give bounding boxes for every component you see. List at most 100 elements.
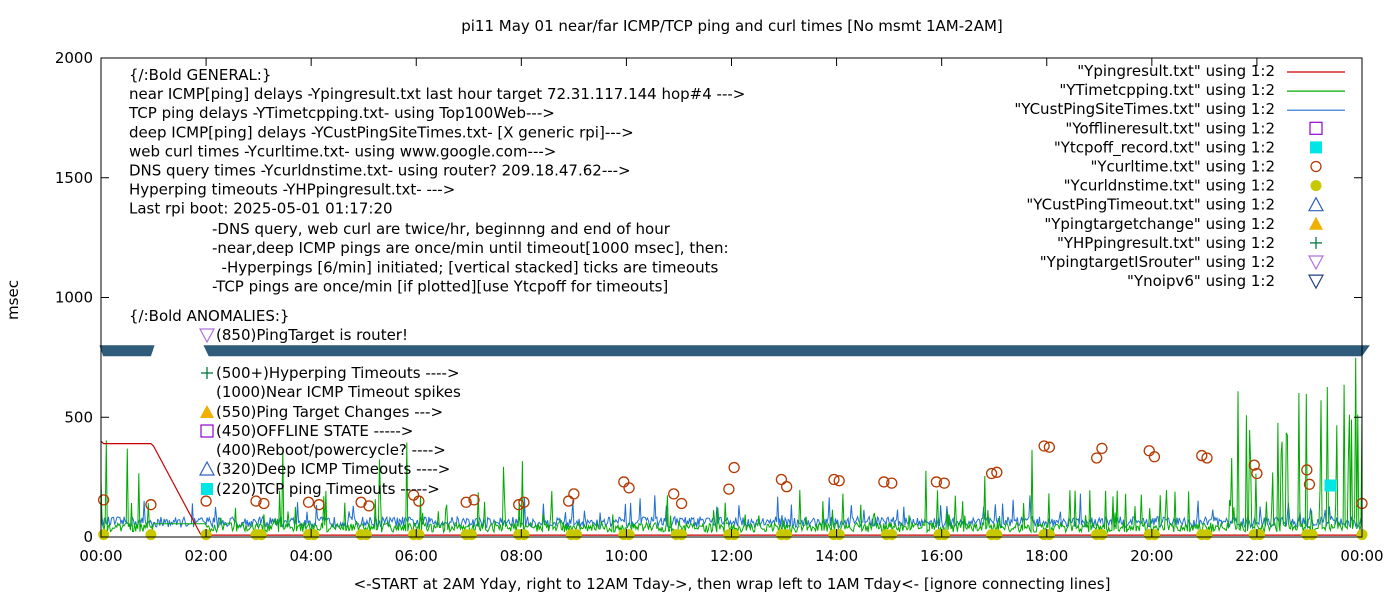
x-tick-label: 10:00: [605, 547, 648, 565]
dns-point: [676, 529, 688, 541]
legend-marker: [1310, 141, 1322, 154]
dns-point: [1254, 529, 1266, 541]
annotation-anomalies-title: {/:Bold ANOMALIES:}: [129, 307, 289, 325]
annotation-anomaly-line: (400)Reboot/powercycle? ---->: [216, 441, 446, 459]
curl-point: [1096, 442, 1108, 455]
curl-point: [1248, 459, 1260, 471]
legend-marker: [1310, 160, 1322, 173]
x-tick-label: 00:00: [1340, 547, 1383, 565]
x-tick-label: 04:00: [290, 547, 333, 565]
y-tick-label: 1500: [55, 169, 93, 187]
annotation-note-line: -Hyperpings [6/min] initiated; [vertical…: [212, 258, 718, 276]
dns-point: [145, 529, 157, 541]
curl-point: [833, 475, 845, 487]
annotation-anomaly-line: (450)OFFLINE STATE ----->: [216, 422, 413, 440]
x-axis-label: <-START at 2AM Yday, right to 12AM Tday-…: [354, 575, 1111, 593]
curl-point: [518, 496, 530, 508]
legend-marker: [1310, 236, 1322, 249]
annotation-anomaly-line: (500+)Hyperping Timeouts ---->: [216, 364, 460, 382]
dns-point: [623, 529, 635, 541]
x-tick-label: 12:00: [710, 547, 753, 565]
annotation-anomaly-line: (550)Ping Target Changes --->: [216, 403, 443, 421]
annotation-general-line: TCP ping delays -YTimetcpping.txt- using…: [128, 104, 555, 122]
hyperping-timeout-band-early: [99, 345, 155, 357]
x-tick-label: 16:00: [920, 547, 963, 565]
curl-point: [1091, 452, 1103, 464]
curl-point: [1251, 467, 1263, 480]
curl-point: [618, 476, 630, 488]
dns-point: [1306, 529, 1318, 541]
dns-point: [571, 529, 583, 541]
x-tick-label: 06:00: [395, 547, 438, 565]
dns-point: [886, 529, 898, 541]
curl-point: [675, 497, 688, 510]
x-tick-label: 08:00: [500, 547, 543, 565]
dns-point: [833, 529, 845, 541]
annotation-anomaly-line: (1000)Near ICMP Timeout spikes: [216, 383, 461, 401]
legend-marker: [1307, 255, 1325, 271]
curl-point: [1038, 440, 1050, 452]
dns-point: [360, 529, 372, 541]
curl-point: [363, 500, 375, 512]
dns-point: [98, 529, 110, 541]
dns-point: [518, 529, 530, 541]
y-tick-label: 1000: [55, 289, 93, 307]
annotation-note-line: -near,deep ICMP pings are once/min until…: [212, 239, 729, 257]
curl-point: [313, 499, 325, 511]
anomaly-marker: [200, 405, 214, 418]
annotation-note-line: -TCP pings are once/min [if plotted][use…: [212, 278, 668, 296]
annotation-anomaly-line: (220)TCP ping Timeouts ----->: [216, 480, 440, 498]
curl-point: [985, 467, 998, 480]
anomaly-marker: [198, 328, 216, 344]
dns-point: [781, 529, 793, 541]
tcp-timeout-point: [1324, 479, 1337, 492]
x-tick-label: 22:00: [1235, 547, 1278, 565]
curl-point: [468, 494, 480, 506]
plot-area: 0 500 1000 1500 2000 00:00 02:00 04:00 06:00 08:0…: [55, 49, 1384, 565]
curl-point: [258, 497, 270, 510]
chart-title: pi11 May 01 near/far ICMP/TCP ping and c…: [461, 17, 1003, 35]
annotation-general-line: DNS query times -Ycurldnstime.txt- using…: [129, 162, 631, 180]
anomaly-marker: [200, 424, 214, 438]
anomaly-marker: [201, 367, 213, 379]
legend-marker: [1309, 216, 1323, 230]
curl-point: [723, 483, 735, 495]
curl-point: [200, 495, 212, 507]
curl-point: [930, 476, 943, 488]
dns-point: [1148, 529, 1160, 541]
curl-point: [97, 494, 110, 506]
y-axis-label: msec: [4, 280, 22, 320]
annotation-note-line: -DNS query, web curl are twice/hr, begin…: [212, 220, 671, 238]
curl-point: [302, 496, 315, 508]
x-tick-label: 14:00: [815, 547, 858, 565]
curl-point: [562, 495, 575, 507]
curl-point: [668, 488, 680, 500]
legend-label: "Ytcpoff_record.txt" using 1:2: [1054, 138, 1275, 157]
curl-point: [1143, 445, 1155, 457]
hyperping-timeout-band-late: [203, 345, 1370, 357]
y-tick-label: 2000: [55, 49, 93, 67]
y-tick-label: 0: [83, 528, 93, 546]
annotation-anomaly-line: (850)PingTarget is router!: [216, 326, 408, 344]
dns-point: [308, 529, 320, 541]
dns-point: [1043, 529, 1055, 541]
curl-point: [250, 495, 262, 507]
annotation-general-line: Hyperping timeouts -YHPpingresult.txt- -…: [129, 181, 455, 199]
curl-point: [991, 466, 1003, 478]
curl-point: [1148, 451, 1161, 463]
dns-point: [465, 529, 477, 541]
annotation-general-line: near ICMP[ping] delays -Ypingresult.txt …: [129, 85, 745, 103]
curl-point: [1043, 441, 1056, 453]
curl-point: [781, 481, 793, 493]
dns-point: [938, 529, 950, 541]
curl-point: [513, 499, 525, 511]
curl-point: [1201, 452, 1213, 464]
curl-point: [145, 499, 157, 511]
annotation-general-line: {/:Bold GENERAL:}: [129, 66, 271, 84]
x-tick-label: 20:00: [1130, 547, 1173, 565]
legend-label: "Ypingtargetchange" using 1:2: [1044, 215, 1275, 233]
curl-point: [828, 473, 840, 486]
legend: "Ypingresult.txt" using 1:2"YTimetcpping…: [1014, 62, 1345, 290]
annotation-general-line: web curl times -Ycurltime.txt- using www…: [129, 142, 556, 160]
